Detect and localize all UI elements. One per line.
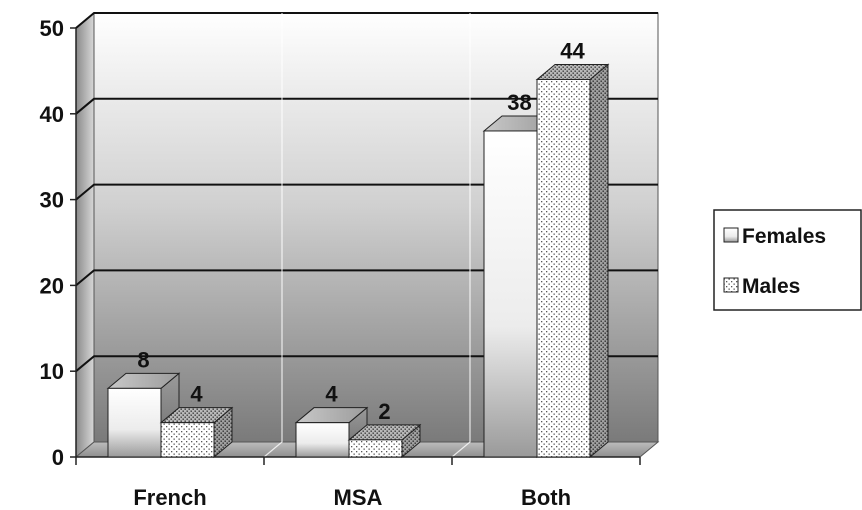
y-tick-label: 50 <box>40 16 64 41</box>
y-tick-label: 40 <box>40 102 64 127</box>
category-divider <box>451 13 471 458</box>
bar <box>535 63 610 459</box>
y-axis-ticks: 0 10 20 30 40 50 <box>40 16 77 470</box>
bar-front <box>107 387 162 458</box>
data-label: 4 <box>190 382 203 407</box>
bar-front <box>536 78 591 458</box>
y-tick-label: 10 <box>40 359 64 384</box>
data-label: 8 <box>137 347 149 372</box>
bar-side <box>589 63 609 459</box>
bar-front <box>160 422 215 458</box>
data-label: 38 <box>507 90 531 115</box>
bar <box>159 406 234 459</box>
y-tick-label: 20 <box>40 273 64 298</box>
bars-layer <box>106 63 610 459</box>
legend: Females Males <box>713 209 862 311</box>
bar-front <box>295 422 350 458</box>
category-label: Both <box>521 485 571 510</box>
bar <box>347 423 422 459</box>
legend-box <box>713 209 862 311</box>
data-label: 4 <box>325 382 338 407</box>
gridlines <box>75 12 658 458</box>
y-tick-label: 30 <box>40 188 64 213</box>
legend-swatch <box>723 277 739 293</box>
y-tick-label: 0 <box>52 445 64 470</box>
data-label: 44 <box>560 38 585 63</box>
category-label: French <box>133 485 206 510</box>
data-label: 2 <box>378 399 390 424</box>
bar-front <box>483 130 538 458</box>
bar-front <box>348 439 403 458</box>
category-label: MSA <box>334 485 383 510</box>
legend-label: Males <box>742 275 800 298</box>
legend-label: Females <box>742 225 826 248</box>
x-axis-ticks: French MSA Both <box>75 456 641 510</box>
side-wall <box>75 11 95 459</box>
category-divider <box>263 13 283 458</box>
legend-swatch <box>723 227 739 243</box>
